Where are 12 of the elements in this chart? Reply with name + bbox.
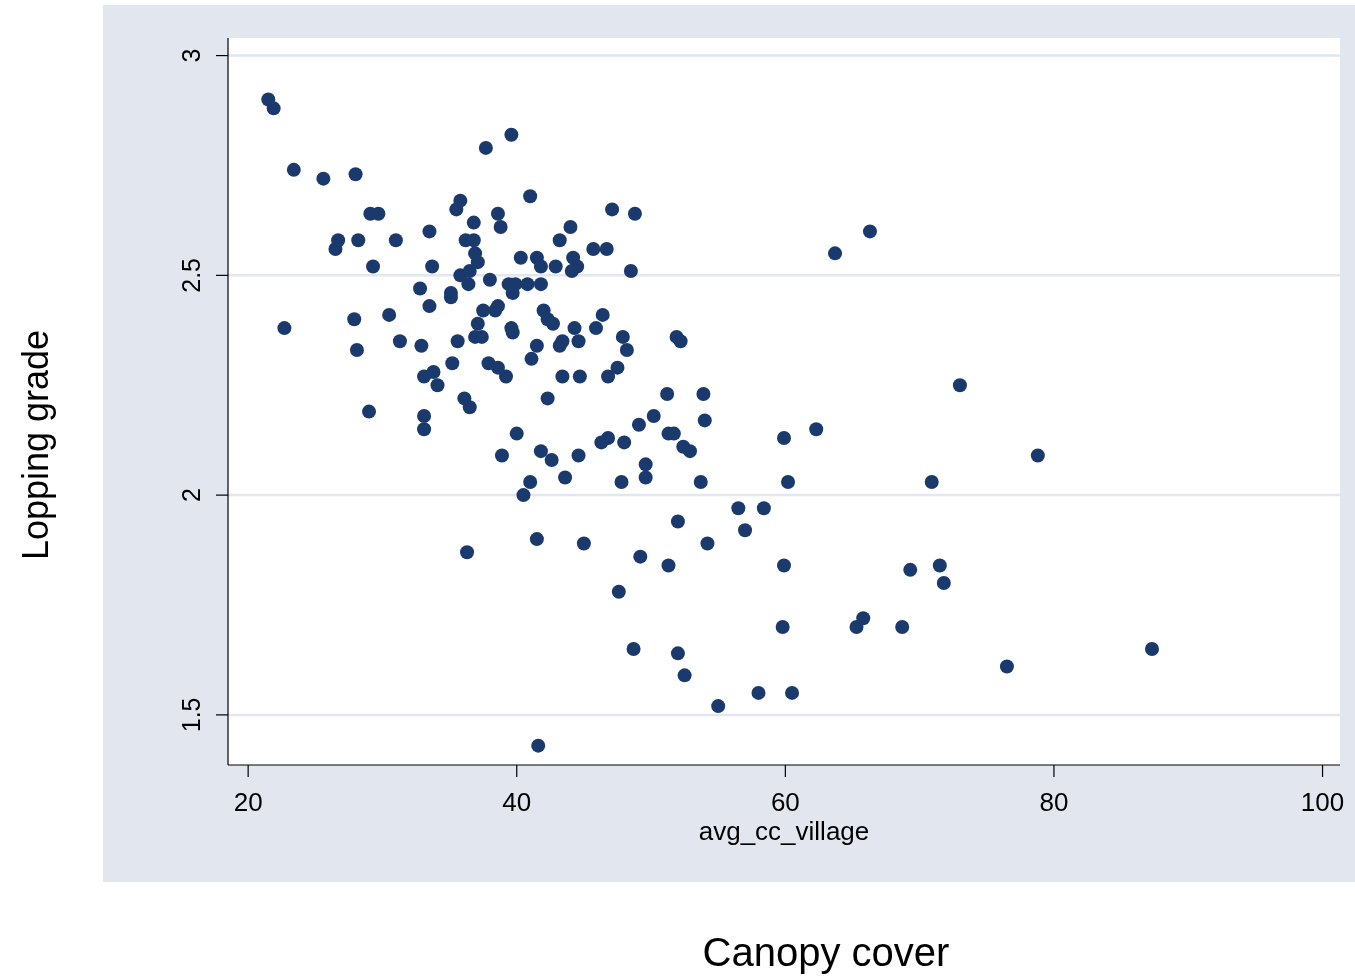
y-tick-label: 2.5 [177, 257, 205, 293]
x-tick-label: 100 [1300, 787, 1345, 817]
y-axis-title: Lopping grade [15, 329, 56, 561]
x-tick-label: 20 [233, 787, 263, 817]
x-tick-label: 40 [502, 787, 532, 817]
x-tick-label: 60 [770, 787, 800, 817]
x-tick-label: 80 [1039, 787, 1069, 817]
y-tick-label: 1.5 [177, 697, 205, 733]
y-tick-label: 3 [177, 48, 205, 63]
x-axis-title: avg_cc_village [698, 816, 870, 846]
text: Canopy cover [702, 930, 950, 974]
y-tick-label: 2 [177, 488, 205, 503]
